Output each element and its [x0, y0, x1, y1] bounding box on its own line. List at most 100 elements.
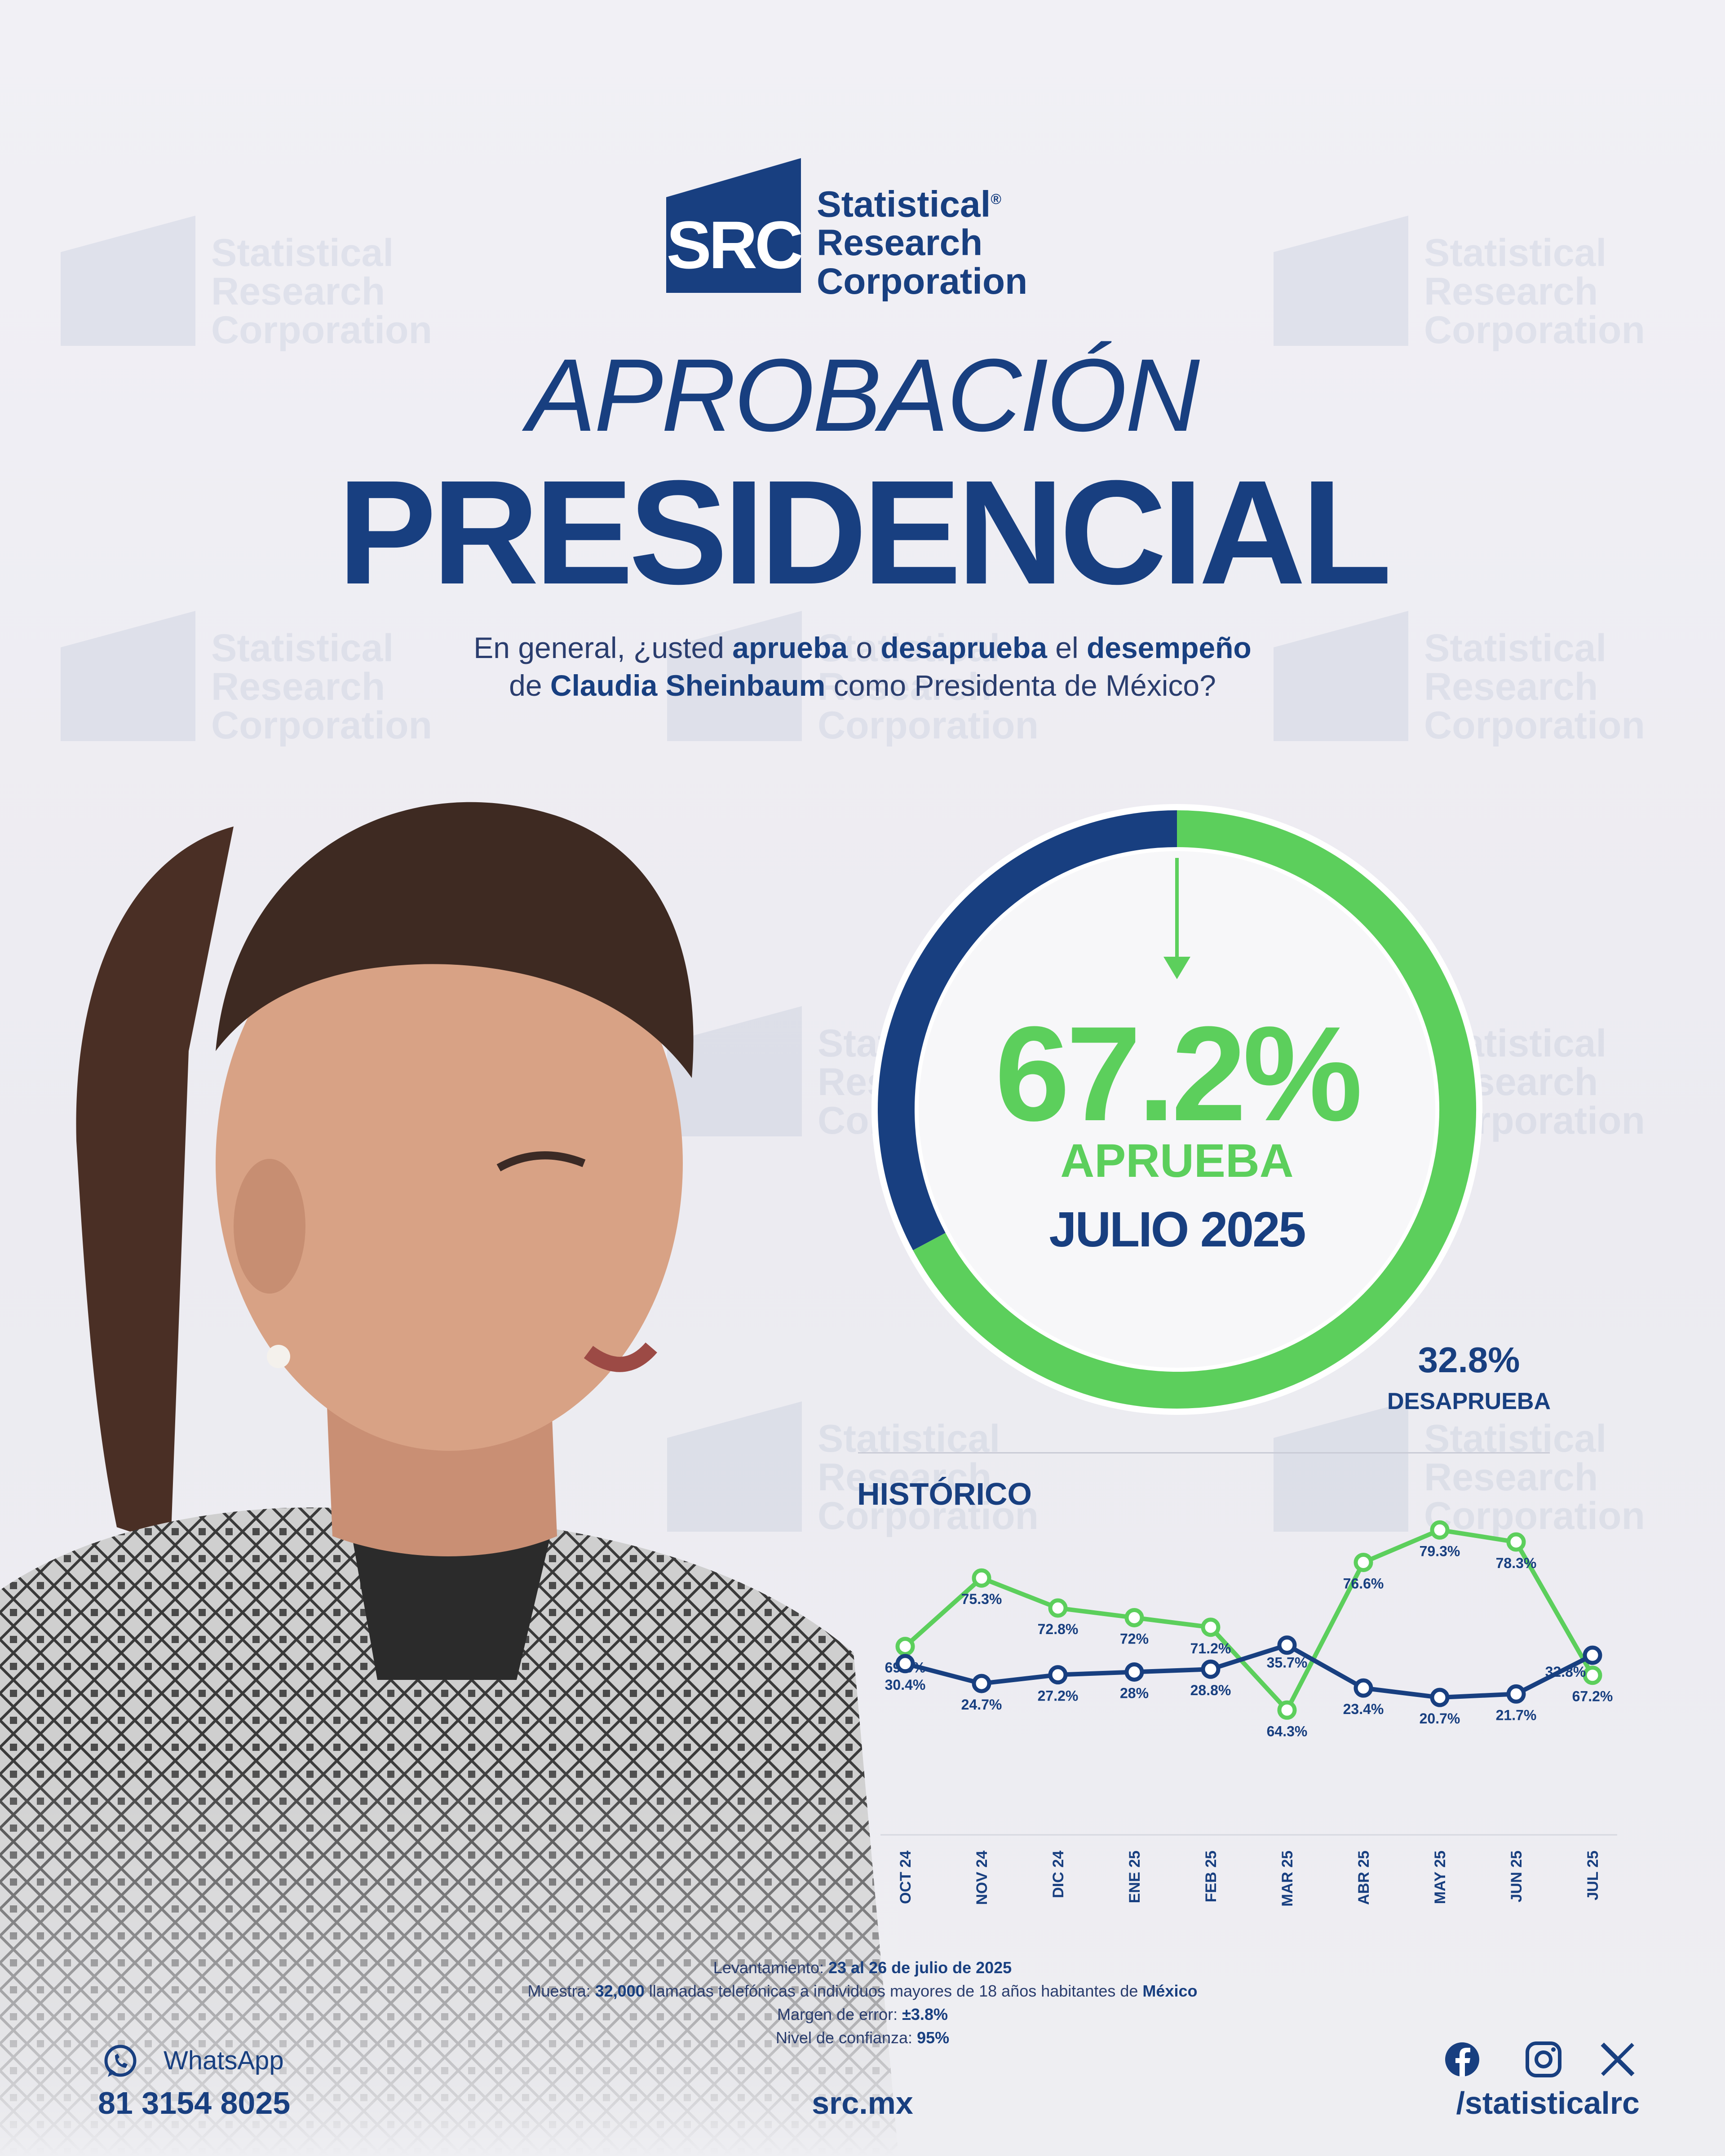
confidence-label: Nivel de confianza: — [775, 2028, 913, 2047]
data-point — [1583, 1645, 1602, 1665]
methodology-notes: Levantamiento: 23 al 26 de julio de 2025… — [0, 1956, 1725, 2050]
x-icon[interactable] — [1601, 2042, 1635, 2076]
data-point — [1430, 1520, 1450, 1540]
data-point — [1506, 1684, 1526, 1704]
data-point — [1583, 1666, 1602, 1685]
data-point — [1506, 1532, 1526, 1552]
question-text: de — [509, 669, 550, 702]
question-text: como Presidenta de México? — [825, 669, 1216, 702]
logo-abbreviation: SRC — [666, 207, 804, 283]
question-text: o — [848, 631, 881, 664]
question-emphasis: aprueba — [732, 631, 848, 664]
question-emphasis: Claudia Sheinbaum — [550, 669, 826, 702]
title-line2: PRESIDENCIAL — [337, 449, 1392, 615]
x-tick-label: JUN 25 — [1508, 1851, 1525, 1902]
x-tick-label: MAY 25 — [1432, 1851, 1449, 1904]
data-point — [895, 1637, 915, 1657]
data-label: 76.6% — [1343, 1575, 1384, 1591]
data-label: 79.3% — [1420, 1543, 1460, 1559]
donut-inner — [919, 851, 1435, 1368]
disapprove-percentage: 32.8% — [1418, 1340, 1520, 1380]
x-tick-label: MAR 25 — [1279, 1851, 1296, 1907]
data-label: 72.8% — [1038, 1621, 1079, 1637]
data-label: 23.4% — [1343, 1701, 1384, 1717]
survey-value: 23 al 26 de julio de 2025 — [828, 1958, 1012, 1977]
question-text: el — [1047, 631, 1087, 664]
data-point — [1124, 1662, 1144, 1682]
disapprove-label: DESAPRUEBA — [1387, 1388, 1551, 1414]
confidence-value: 95% — [917, 2028, 950, 2047]
question-emphasis: desempeño — [1086, 631, 1252, 664]
history-divider — [858, 1452, 1550, 1454]
series-line-0 — [903, 1528, 1595, 1713]
data-point — [1353, 1678, 1373, 1698]
data-label: 30.4% — [885, 1677, 926, 1693]
result-period: JULIO 2025 — [1049, 1202, 1306, 1257]
data-label: 75.3% — [961, 1591, 1002, 1607]
approve-label: APRUEBA — [1060, 1135, 1294, 1187]
question-text: En general, ¿usted — [473, 631, 733, 664]
logo-name-line2: Research — [817, 222, 983, 264]
data-label: 24.7% — [961, 1697, 1002, 1713]
error-value: ±3.8% — [902, 2005, 948, 2023]
whatsapp-icon[interactable] — [102, 2044, 138, 2080]
facebook-icon[interactable] — [1445, 2042, 1479, 2076]
data-point — [972, 1674, 991, 1693]
whatsapp-label: WhatsApp — [164, 2046, 284, 2075]
data-label: 78.3% — [1496, 1555, 1537, 1571]
data-point — [1277, 1700, 1297, 1720]
logo-name: Statistical® Research Corporation — [817, 180, 1027, 301]
data-point — [1048, 1665, 1068, 1685]
data-label: 28.8% — [1190, 1682, 1231, 1698]
survey-question: En general, ¿usted aprueba o desaprueba … — [0, 629, 1725, 704]
data-label: 35.7% — [1267, 1655, 1308, 1671]
x-tick-label: DIC 24 — [1050, 1851, 1067, 1898]
sample-size: 32,000 — [595, 1982, 645, 2000]
data-point — [1430, 1688, 1450, 1707]
social-handle[interactable]: /statisticalrc — [1456, 2085, 1640, 2121]
data-point — [1048, 1598, 1068, 1618]
social-icons — [1445, 2041, 1635, 2077]
data-label: 64.3% — [1267, 1723, 1308, 1739]
data-point — [1124, 1608, 1144, 1627]
data-label: 20.7% — [1420, 1710, 1460, 1727]
phone-number[interactable]: 81 3154 8025 — [98, 2085, 291, 2121]
logo-name-line3: Corporation — [817, 261, 1028, 302]
donut-segment-approve — [913, 810, 1476, 1409]
registered-mark: ® — [991, 191, 1001, 207]
donut-segment-disapprove — [878, 810, 1177, 1250]
data-label: 27.2% — [1038, 1688, 1079, 1704]
title-line1: APROBACIÓN — [527, 337, 1200, 453]
data-point — [1201, 1659, 1221, 1679]
data-point — [1353, 1552, 1373, 1572]
instagram-icon[interactable] — [1526, 2041, 1561, 2077]
sample-country: México — [1142, 1982, 1198, 2000]
sample-label: Muestra: — [527, 1982, 591, 2000]
pointer-arrow-icon — [1163, 957, 1190, 979]
sample-description: llamadas telefónicas a individuos mayore… — [644, 1982, 1143, 2000]
data-label: 21.7% — [1496, 1707, 1537, 1723]
data-point — [1277, 1635, 1297, 1655]
data-point — [972, 1568, 991, 1588]
data-point — [895, 1654, 915, 1674]
data-point — [1201, 1617, 1221, 1637]
x-tick-label: NOV 24 — [973, 1851, 991, 1905]
x-tick-label: JUL 25 — [1584, 1851, 1601, 1900]
series-line-1 — [904, 1643, 1594, 1700]
approval-donut-chart — [871, 804, 1482, 1415]
survey-label: Levantamiento: — [713, 1958, 824, 1977]
portrait-photo — [0, 737, 898, 2156]
history-line-chart: 69.6%75.3%72.8%72%71.2%64.3%76.6%79.3%78… — [880, 1520, 1617, 1907]
data-label: 32.8% — [1545, 1664, 1586, 1680]
question-emphasis: desaprueba — [880, 631, 1047, 664]
data-label: 71.2% — [1190, 1640, 1231, 1657]
approve-percentage: 67.2% — [995, 998, 1363, 1149]
website-link[interactable]: src.mx — [812, 2085, 913, 2121]
x-tick-label: OCT 24 — [897, 1851, 914, 1904]
history-title: HISTÓRICO — [857, 1476, 1032, 1511]
data-label: 67.2% — [1572, 1688, 1613, 1705]
x-tick-label: FEB 25 — [1203, 1851, 1220, 1902]
data-label: 28% — [1120, 1685, 1149, 1701]
error-label: Margen de error: — [777, 2005, 898, 2023]
data-label: 72% — [1120, 1630, 1149, 1647]
